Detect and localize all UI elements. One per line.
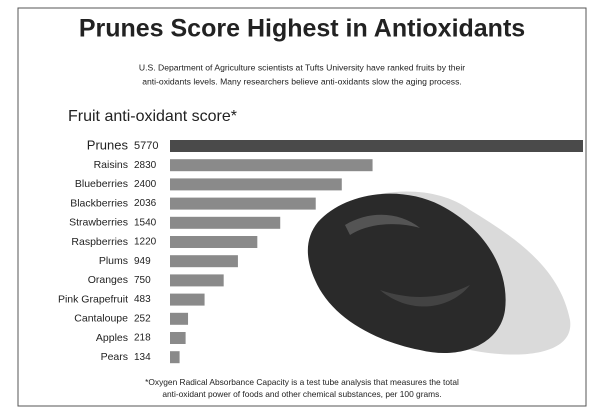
category-label: Plums	[99, 255, 128, 267]
bar	[170, 255, 238, 268]
footnote-line: anti-oxidant power of foods and other ch…	[162, 389, 441, 399]
category-label: Blueberries	[75, 178, 128, 190]
value-label: 252	[134, 313, 151, 324]
bar	[170, 197, 316, 210]
category-label: Strawberries	[69, 217, 128, 229]
value-label: 5770	[134, 140, 158, 152]
value-label: 1540	[134, 217, 157, 228]
bar	[170, 159, 373, 172]
category-label: Pink Grapefruit	[58, 293, 128, 305]
value-label: 2400	[134, 179, 157, 190]
value-label: 750	[134, 275, 151, 286]
value-label: 483	[134, 294, 151, 305]
value-label: 2036	[134, 198, 157, 209]
value-label: 218	[134, 333, 151, 344]
bar	[170, 140, 583, 152]
category-label: Oranges	[88, 274, 128, 286]
title: Prunes Score Highest in Antioxidants	[79, 15, 525, 43]
category-label: Raspberries	[71, 236, 128, 248]
bar	[170, 332, 186, 344]
category-label: Prunes	[87, 137, 129, 152]
bar	[170, 216, 281, 229]
subtitle-line: anti-oxidants levels. Many researchers b…	[142, 76, 462, 86]
prune-illustration	[307, 191, 571, 355]
category-label: Blackberries	[70, 197, 128, 209]
bar	[170, 178, 342, 191]
bar	[170, 236, 258, 248]
value-label: 949	[134, 256, 151, 267]
bar	[170, 274, 224, 287]
value-label: 134	[134, 352, 151, 363]
chart-title: Fruit anti-oxidant score*	[68, 108, 237, 125]
bar	[170, 312, 189, 325]
category-label: Cantaloupe	[74, 313, 128, 325]
bar	[170, 351, 180, 364]
category-label: Raisins	[94, 159, 128, 171]
footnote-line: *Oxygen Radical Absorbance Capacity is a…	[145, 377, 459, 387]
category-label: Apples	[96, 332, 128, 344]
subtitle-line: U.S. Department of Agriculture scientist…	[139, 62, 465, 72]
category-label: Pears	[101, 351, 128, 363]
value-label: 2830	[134, 160, 157, 171]
bar	[170, 293, 205, 306]
value-label: 1220	[134, 237, 157, 248]
